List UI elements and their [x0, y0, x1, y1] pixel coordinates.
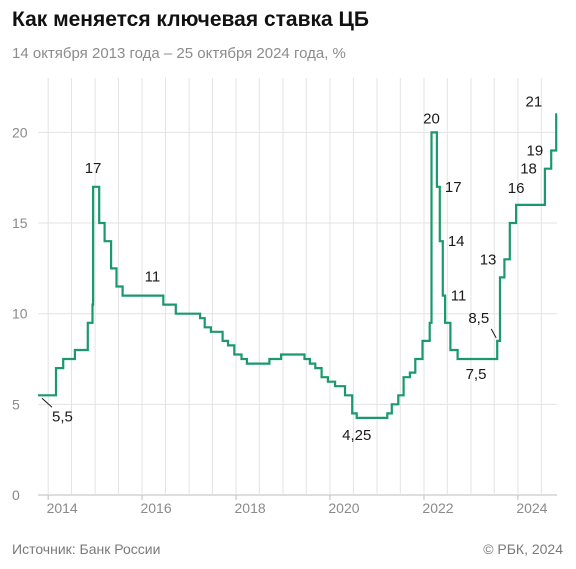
- y-tick-label: 10: [12, 306, 28, 322]
- data-label: 11: [451, 288, 467, 305]
- source-note: Источник: Банк России: [12, 541, 161, 557]
- data-label: 11: [145, 269, 161, 286]
- data-label: 16: [508, 180, 525, 197]
- chart-grid: [38, 78, 557, 496]
- y-axis: 0 5 10 15 20: [12, 124, 28, 503]
- y-tick-label: 15: [12, 215, 28, 231]
- annotation-leader: [41, 397, 53, 408]
- chart-series: [38, 113, 558, 419]
- data-label: 18: [520, 161, 537, 178]
- annotation-leader: [490, 328, 497, 339]
- data-label: 14: [448, 233, 465, 250]
- data-label: 5,5: [52, 408, 73, 425]
- x-axis: 2014 2016 2018 2020 2022 2024: [47, 495, 548, 516]
- data-label: 21: [526, 93, 543, 110]
- x-tick-label: 2022: [422, 500, 453, 516]
- data-label: 20: [423, 110, 440, 127]
- data-label: 17: [445, 179, 462, 196]
- data-label: 13: [480, 251, 497, 268]
- x-tick-label: 2014: [47, 500, 78, 516]
- y-tick-label: 20: [12, 124, 28, 140]
- chart-title: Как меняется ключевая ставка ЦБ: [12, 8, 369, 31]
- x-tick-label: 2016: [140, 500, 171, 516]
- data-label: 7,5: [466, 366, 487, 383]
- x-tick-label: 2020: [328, 500, 359, 516]
- data-label: 19: [527, 143, 544, 160]
- y-tick-label: 0: [12, 487, 20, 503]
- x-tick-label: 2024: [516, 500, 547, 516]
- key-rate-line: [38, 113, 558, 419]
- data-label: 17: [85, 160, 102, 177]
- x-tick-label: 2018: [235, 500, 266, 516]
- data-label: 8,5: [468, 310, 489, 327]
- data-label: 4,25: [342, 427, 371, 444]
- chart-subtitle: 14 октября 2013 года – 25 октября 2024 г…: [12, 45, 346, 62]
- copyright-note: © РБК, 2024: [483, 541, 563, 557]
- y-tick-label: 5: [12, 396, 20, 412]
